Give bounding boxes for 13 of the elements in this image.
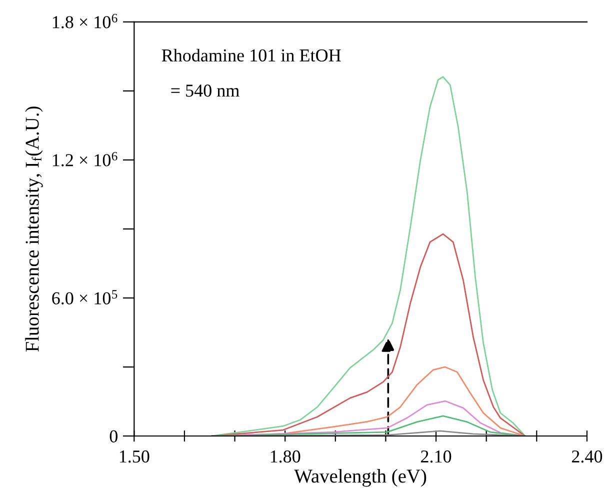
y-tick-label: 1.2 × 10$^{6}$ [52, 152, 118, 166]
y-tick-label: 1.8 × 10$^{6}$ [52, 14, 118, 28]
x-tick-label: 2.10 [421, 450, 452, 463]
y-tick-label: 6.0 × 10$^{5}$ [52, 290, 118, 304]
x-tick-label: 2.40 [572, 450, 602, 463]
x-axis-title: Wavelength (eV) [294, 469, 426, 487]
annotation: = 540 nm [171, 84, 240, 97]
x-tick-label: 1.50 [120, 450, 150, 463]
x-tick-label: 1.80 [270, 450, 300, 463]
y-tick-label: 0 [110, 430, 118, 442]
y-axis-title: Fluorescence intensity, I$_{f}$(A.U.) [25, 106, 43, 352]
line-series [211, 233, 526, 436]
annotation: Rhodamine 101 in EtOH [162, 48, 341, 62]
